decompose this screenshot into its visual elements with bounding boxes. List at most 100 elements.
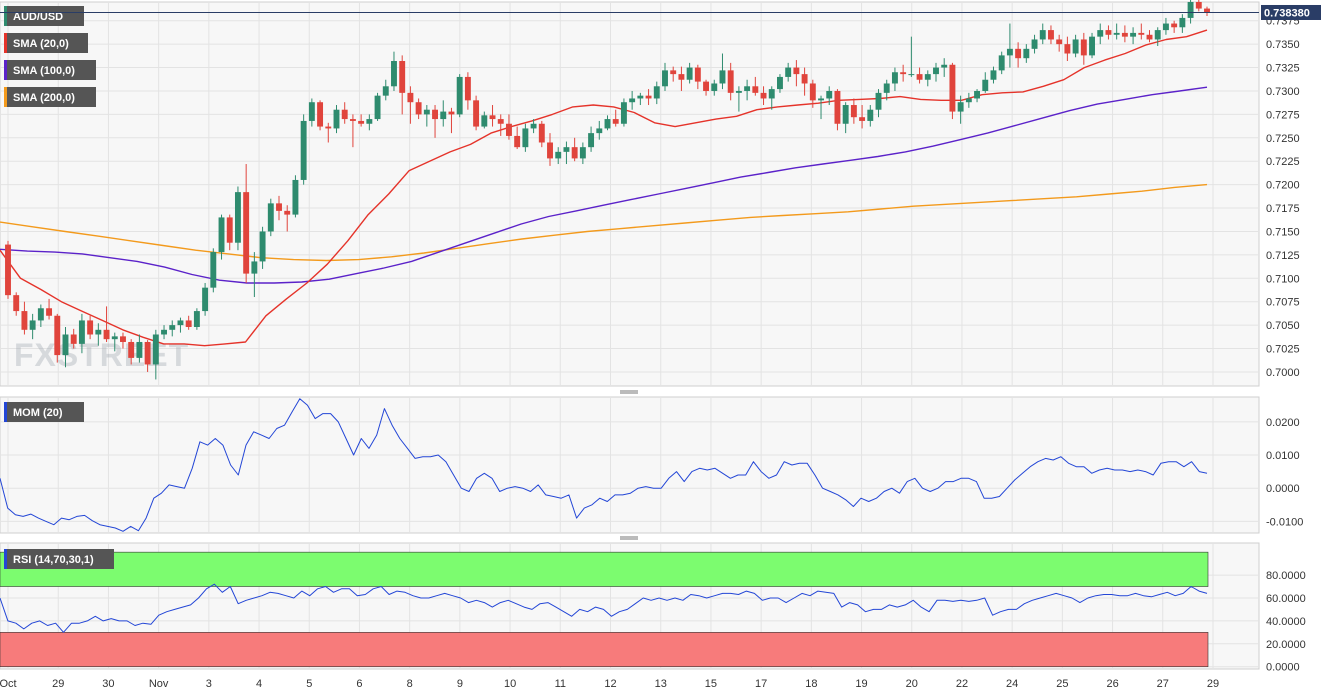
candle	[785, 62, 792, 82]
candle-body	[349, 119, 356, 121]
legend-tag-sma200[interactable]: SMA (200,0)	[4, 87, 96, 107]
candle	[990, 66, 997, 84]
candle-layer	[5, 0, 1210, 380]
x-tick-label: 10	[504, 678, 516, 690]
candle-body	[54, 315, 61, 356]
candle	[1064, 36, 1071, 62]
candle-body	[924, 74, 931, 80]
candle	[1146, 30, 1153, 43]
candle-body	[333, 109, 340, 129]
candle	[1089, 32, 1095, 59]
candle-body	[777, 76, 783, 90]
candle	[547, 133, 553, 166]
candle-body	[1097, 30, 1104, 37]
rsi-oversold-band	[0, 632, 1209, 668]
candle-body	[620, 102, 627, 124]
candle-body	[505, 123, 512, 136]
legend-tag-symbol[interactable]: AUD/USD	[4, 6, 84, 26]
candle	[87, 315, 94, 340]
candle-body	[473, 100, 480, 127]
candle-body	[136, 341, 143, 358]
candle	[604, 115, 611, 131]
candle	[136, 334, 143, 363]
x-tick-label: 24	[1006, 678, 1018, 690]
candle-body	[1171, 23, 1178, 28]
candle-body	[120, 336, 126, 342]
candle-body	[218, 217, 225, 253]
y-tick-label: 0.0000	[1266, 662, 1300, 674]
candle	[111, 332, 118, 352]
y-tick-label: 0.7150	[1266, 226, 1300, 238]
y-tick-label: 0.7250	[1266, 133, 1300, 145]
x-tick-label: Nov	[149, 678, 169, 690]
candle	[620, 98, 627, 127]
candle-body	[481, 115, 488, 127]
x-tick-label: 29	[1207, 678, 1219, 690]
candle-body	[185, 320, 192, 327]
candle	[760, 86, 767, 106]
candle	[538, 120, 545, 148]
rsi-line	[0, 583, 1208, 633]
candle-body	[234, 192, 241, 243]
candle-body	[760, 92, 767, 99]
candle	[596, 120, 603, 140]
candle	[226, 214, 233, 251]
candle	[37, 304, 44, 327]
candle	[161, 325, 167, 340]
candle	[514, 126, 521, 150]
candle	[957, 95, 964, 124]
candle-body	[193, 311, 200, 327]
x-tick-label: 4	[256, 678, 262, 690]
candle	[1048, 25, 1054, 45]
candle	[1171, 20, 1178, 33]
candle-body	[571, 147, 578, 159]
candle	[440, 100, 447, 127]
candle	[276, 195, 282, 221]
candle	[686, 62, 693, 84]
candle	[243, 164, 250, 283]
candle-body	[1121, 32, 1128, 37]
legend-tag-sma100[interactable]: SMA (100,0)	[4, 60, 96, 80]
candle-body	[711, 83, 718, 91]
candle	[1113, 23, 1120, 40]
legend-tag-sma20[interactable]: SMA (20,0)	[4, 33, 88, 53]
candle	[128, 339, 135, 365]
candle	[859, 105, 866, 129]
y-tick-label: 40.0000	[1266, 616, 1306, 628]
candle	[1130, 27, 1137, 45]
legend-tag-mom[interactable]: MOM (20)	[4, 402, 84, 422]
candle	[13, 292, 20, 316]
candle	[415, 98, 422, 120]
candle-body	[391, 61, 397, 87]
panel-resize-handle-1[interactable]	[620, 390, 638, 394]
candle-body	[251, 261, 258, 274]
candle	[292, 175, 299, 218]
panel-resize-handle-2[interactable]	[620, 536, 638, 540]
candle-body	[1039, 30, 1046, 40]
candle	[588, 126, 595, 152]
candle	[908, 36, 915, 77]
candle	[185, 315, 192, 330]
candle-body	[916, 74, 923, 80]
candle	[489, 105, 496, 127]
candle-body	[169, 325, 176, 330]
candle-body	[1015, 48, 1022, 59]
candle-body	[998, 55, 1005, 71]
candle-body	[768, 89, 775, 99]
candle	[5, 240, 11, 299]
candle	[941, 58, 948, 77]
candle	[867, 105, 874, 127]
y-tick-label: -0.0100	[1266, 516, 1303, 528]
candle	[144, 340, 151, 372]
candle-body	[276, 203, 282, 211]
candle	[251, 252, 258, 298]
candle-body	[62, 334, 69, 356]
candle-body	[900, 72, 907, 75]
candle	[694, 64, 701, 90]
x-tick-label: 22	[956, 678, 968, 690]
x-tick-label: 8	[407, 678, 413, 690]
candle	[711, 79, 718, 96]
legend-tag-rsi[interactable]: RSI (14,70,30,1)	[4, 549, 114, 569]
candle-body	[29, 320, 36, 330]
